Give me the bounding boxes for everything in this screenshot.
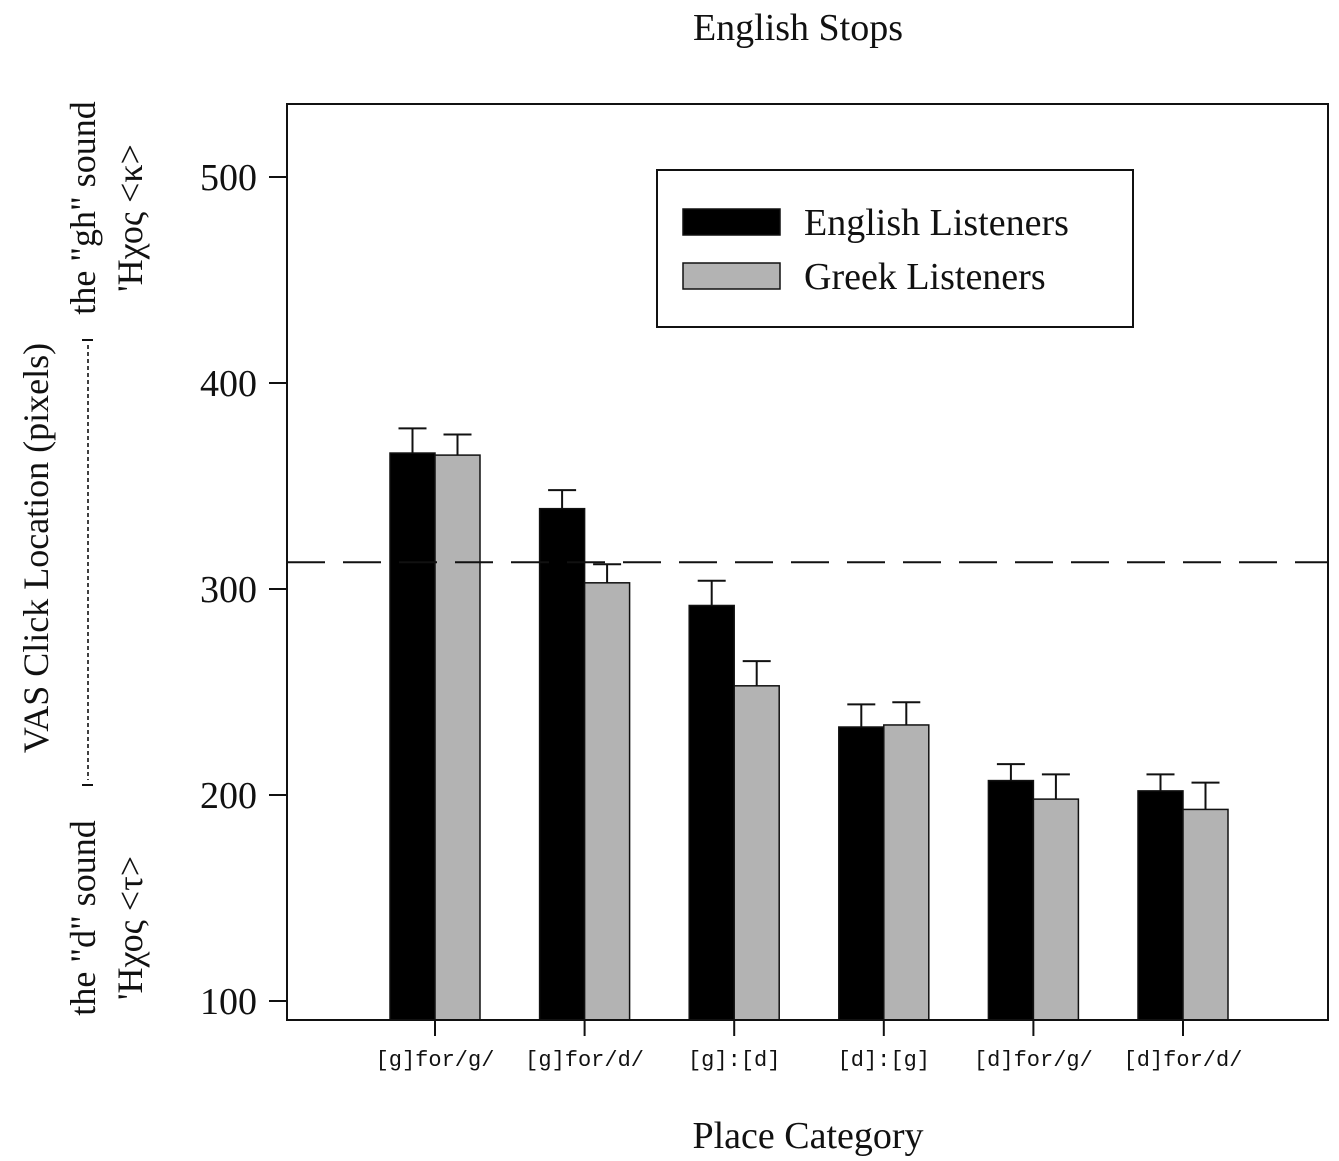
- x-axis-ticks: [g]for/g/ [g]for/d/ [g]:[d] [d]:[g] [d]for/g…: [376, 1020, 1243, 1073]
- bar-english: [389, 452, 436, 1021]
- x-tick-label: [g]for/g/: [376, 1048, 495, 1073]
- x-tick-label: [d]:[g]: [838, 1048, 930, 1073]
- x-tick-label: [d]for/d/: [1124, 1048, 1243, 1073]
- x-tick-label: [g]:[d]: [688, 1048, 780, 1073]
- legend-box: [656, 169, 1134, 328]
- bar-greek: [883, 724, 930, 1021]
- bar-greek: [1182, 808, 1229, 1021]
- legend: English Listeners Greek Listeners: [656, 169, 1134, 328]
- y-axis-ticks: 100 200 300 400 500: [200, 157, 287, 1023]
- y-tick-label: 500: [200, 157, 257, 199]
- y-anchor-bottom-english: the "d" sound: [63, 820, 103, 1015]
- bar-english: [987, 779, 1035, 1021]
- bar-greek: [1032, 798, 1080, 1021]
- y-tick-label: 200: [200, 775, 257, 817]
- x-tick-label: [d]for/g/: [974, 1048, 1093, 1073]
- legend-label-greek: Greek Listeners: [804, 256, 1046, 298]
- y-tick-label: 300: [200, 569, 257, 611]
- bar-english: [838, 726, 885, 1021]
- bar-greek: [434, 454, 481, 1021]
- y-axis-title-group: the "gh" sound 'Ηχος <κ> VAS Click Locat…: [16, 101, 150, 1015]
- y-axis-label: VAS Click Location (pixels): [16, 343, 56, 753]
- legend-swatch-greek: [682, 262, 781, 290]
- bar-greek: [733, 685, 780, 1021]
- bar-english: [538, 507, 586, 1021]
- y-tick-label: 400: [200, 363, 257, 405]
- x-tick-label: [g]for/d/: [525, 1048, 644, 1073]
- error-bars-group: [398, 427, 1220, 810]
- y-tick-label: 100: [200, 981, 257, 1023]
- y-anchor-top-english: the "gh" sound: [63, 101, 103, 314]
- chart-title: English Stops: [693, 7, 903, 49]
- bar-greek: [583, 582, 631, 1021]
- bars-group: [389, 452, 1229, 1021]
- y-anchor-bottom-greek: 'Ηχος <τ>: [110, 856, 150, 1000]
- legend-label-english: English Listeners: [804, 202, 1069, 244]
- bar-english: [688, 604, 735, 1021]
- bar-english: [1137, 790, 1184, 1021]
- x-axis-label: Place Category: [692, 1115, 923, 1157]
- y-anchor-top-greek: 'Ηχος <κ>: [110, 144, 150, 292]
- legend-swatch-english: [682, 208, 781, 236]
- plot-area-frame: [286, 103, 1329, 1021]
